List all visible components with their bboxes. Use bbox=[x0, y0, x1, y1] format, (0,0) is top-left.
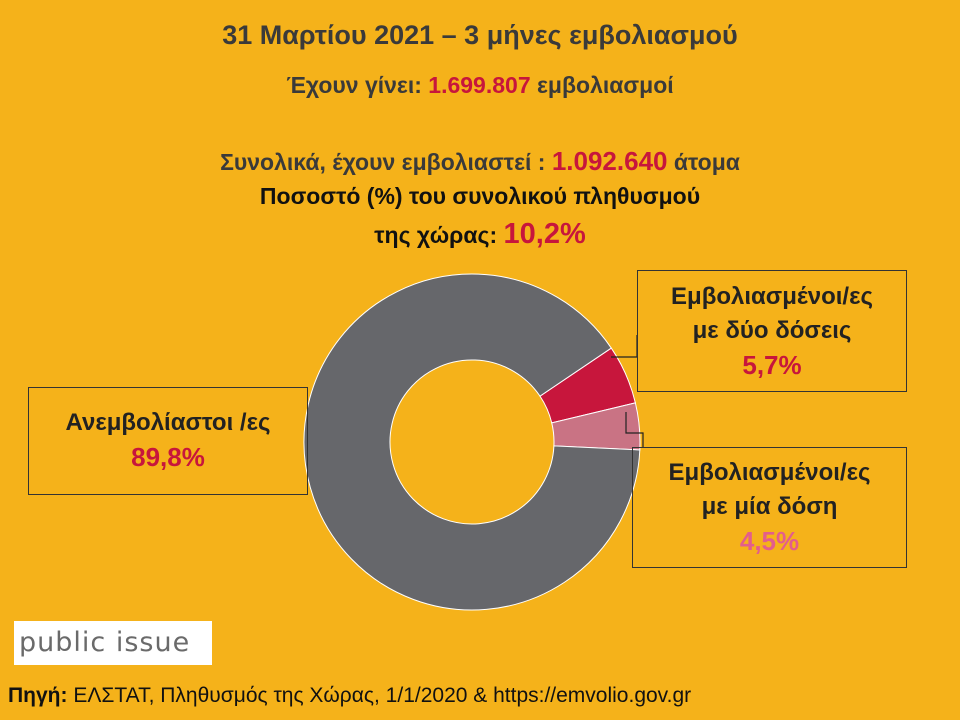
share-line-1: Ποσοστό (%) του συνολικού πληθυσμού bbox=[259, 183, 701, 209]
people-line: Συνολικά, έχουν εμβολιαστεί : 1.092.640 … bbox=[0, 146, 960, 177]
label-unvaccinated-value: 89,8% bbox=[131, 442, 205, 472]
source-note: Πηγή: ΕΛΣΤΑΤ, Πληθυσμός της Χώρας, 1/1/2… bbox=[8, 684, 691, 708]
doses-suffix: εμβολιασμοί bbox=[537, 72, 674, 98]
doses-line: Έχουν γίνει: 1.699.807 εμβολιασμοί bbox=[0, 72, 960, 99]
share-prefix: της χώρας: bbox=[374, 222, 498, 248]
donut-slice-unvaccinated bbox=[303, 273, 641, 611]
source-text: ΕΛΣΤΑΤ, Πληθυσμός της Χώρας, 1/1/2020 & … bbox=[73, 684, 692, 707]
label-two-doses-line2: με δύο δόσεις bbox=[692, 317, 852, 344]
doses-value: 1.699.807 bbox=[428, 72, 531, 98]
label-two-doses-value: 5,7% bbox=[742, 350, 802, 380]
label-one-dose-line1: Εμβολιασμένοι/ες bbox=[668, 459, 871, 486]
label-one-dose-line2: με μία δόση bbox=[701, 493, 838, 520]
share-value: 10,2% bbox=[503, 218, 586, 250]
public-issue-logo: public issue bbox=[14, 621, 212, 665]
label-two-doses-line1: Εμβολιασμένοι/ες bbox=[671, 283, 873, 310]
people-suffix: άτομα bbox=[673, 149, 740, 175]
label-unvaccinated-line1: Ανεμβολίαστοι /ες bbox=[65, 409, 271, 436]
people-prefix: Συνολικά, έχουν εμβολιαστεί : bbox=[220, 149, 546, 175]
label-one-dose-value: 4,5% bbox=[739, 526, 800, 556]
leader-line-one-dose bbox=[625, 412, 644, 447]
share-line-2: της χώρας: 10,2% bbox=[0, 218, 960, 251]
label-box-unvaccinated: Ανεμβολίαστοι /ες 89,8% bbox=[28, 387, 308, 495]
chart-title: 31 Μαρτίου 2021 – 3 μήνες εμβολιασμού bbox=[222, 20, 738, 50]
doses-prefix: Έχουν γίνει: bbox=[286, 72, 422, 98]
people-value: 1.092.640 bbox=[551, 146, 668, 176]
source-label: Πηγή: bbox=[8, 684, 68, 707]
label-box-two-doses: Εμβολιασμένοι/ες με δύο δόσεις 5,7% bbox=[637, 270, 907, 392]
label-box-one-dose: Εμβολιασμένοι/ες με μία δόση 4,5% bbox=[632, 447, 907, 568]
